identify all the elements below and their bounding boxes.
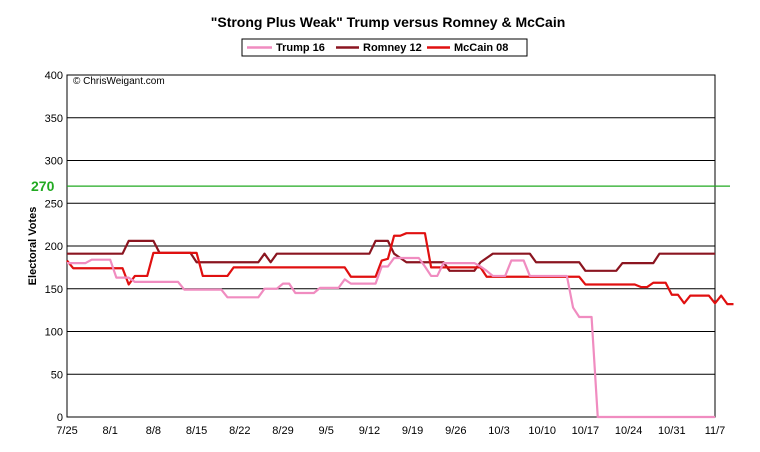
legend: Trump 16 Romney 12 McCain 08	[241, 38, 528, 57]
plot-area	[66, 74, 716, 418]
x-tick-label: 8/22	[229, 425, 250, 437]
legend-label-mccain: McCain 08	[454, 42, 508, 54]
legend-box	[241, 38, 528, 57]
x-tick-label: 10/17	[572, 425, 600, 437]
chart-title: "Strong Plus Weak" Trump versus Romney &…	[211, 14, 566, 30]
y-tick-label: 0	[57, 412, 63, 424]
y-axis-ticks: 0 50 100 150 200 250 300 350 400	[45, 70, 63, 424]
y-tick-label: 300	[45, 156, 63, 168]
y-tick-label: 400	[45, 70, 63, 82]
y-tick-label: 250	[45, 198, 63, 210]
legend-label-trump: Trump 16	[276, 42, 325, 54]
reference-label: 270	[31, 178, 55, 194]
x-tick-label: 11/7	[705, 425, 726, 437]
y-tick-label: 100	[45, 327, 63, 339]
x-tick-label: 9/26	[445, 425, 466, 437]
reference-line-270: 270	[31, 178, 730, 194]
x-tick-label: 7/25	[56, 425, 77, 437]
x-tick-label: 10/24	[615, 425, 643, 437]
legend-label-romney: Romney 12	[363, 42, 422, 54]
x-tick-label: 9/5	[319, 425, 334, 437]
x-tick-label: 8/29	[272, 425, 293, 437]
series-line-trump-16	[67, 256, 715, 419]
x-tick-label: 8/1	[103, 425, 118, 437]
copyright-text: © ChrisWeigant.com	[73, 76, 165, 87]
x-tick-label: 8/15	[186, 425, 207, 437]
x-tick-label: 9/19	[402, 425, 423, 437]
x-tick-label: 9/12	[359, 425, 380, 437]
x-tick-label: 10/31	[658, 425, 686, 437]
y-tick-label: 150	[45, 284, 63, 296]
y-axis-label: Electoral Votes	[27, 207, 39, 286]
y-tick-label: 350	[45, 113, 63, 125]
y-tick-label: 50	[51, 369, 63, 381]
series-line-mccain-08	[66, 232, 734, 306]
series-lines	[66, 232, 734, 419]
x-tick-label: 10/3	[488, 425, 509, 437]
x-tick-label: 10/10	[528, 425, 556, 437]
x-axis-ticks: 7/25 8/1 8/8 8/15 8/22 8/29 9/5 9/12 9/19 9/26 10/…	[56, 425, 725, 437]
gridlines	[67, 117, 715, 375]
y-tick-label: 200	[45, 241, 63, 253]
x-tick-label: 8/8	[146, 425, 161, 437]
